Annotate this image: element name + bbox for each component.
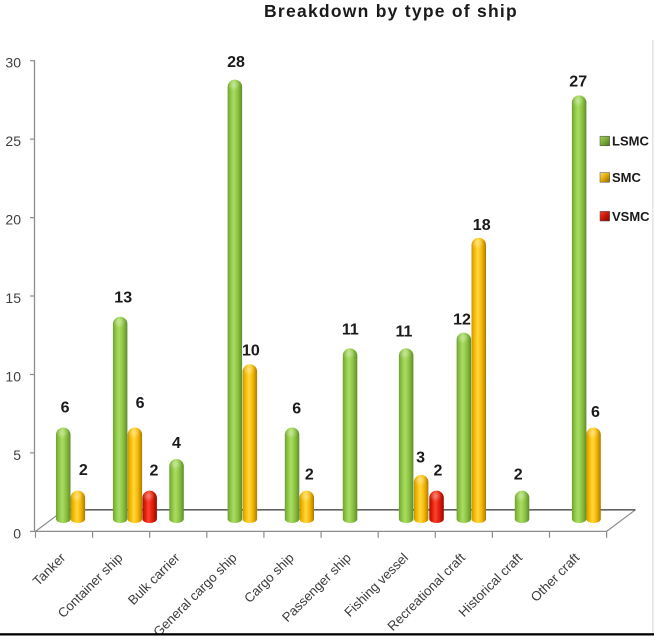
svg-text:2: 2 [305,467,314,484]
svg-text:10: 10 [242,342,260,359]
svg-text:10: 10 [5,369,21,385]
svg-text:4: 4 [172,435,181,452]
svg-text:27: 27 [569,74,587,91]
svg-text:30: 30 [5,55,21,71]
svg-text:6: 6 [61,400,70,417]
svg-text:VSMC: VSMC [612,209,650,224]
svg-text:3: 3 [416,450,425,467]
svg-text:25: 25 [5,133,21,149]
svg-text:11: 11 [342,321,359,338]
svg-text:20: 20 [5,212,21,228]
svg-text:13: 13 [114,290,132,307]
svg-text:SMC: SMC [612,170,642,185]
svg-text:12: 12 [453,312,471,329]
svg-text:2: 2 [79,462,88,479]
svg-text:LSMC: LSMC [612,134,649,149]
svg-text:6: 6 [292,400,301,417]
svg-text:11: 11 [396,323,413,340]
svg-text:6: 6 [136,395,145,412]
svg-text:15: 15 [5,290,21,306]
svg-text:0: 0 [13,525,21,541]
svg-text:2: 2 [514,467,523,484]
svg-text:Breakdown by type of ship: Breakdown by type of ship [264,1,518,21]
svg-text:5: 5 [13,447,21,463]
svg-text:28: 28 [227,54,245,71]
svg-text:18: 18 [473,217,491,234]
svg-text:6: 6 [591,404,600,421]
svg-text:2: 2 [434,463,443,480]
svg-text:2: 2 [150,463,159,480]
